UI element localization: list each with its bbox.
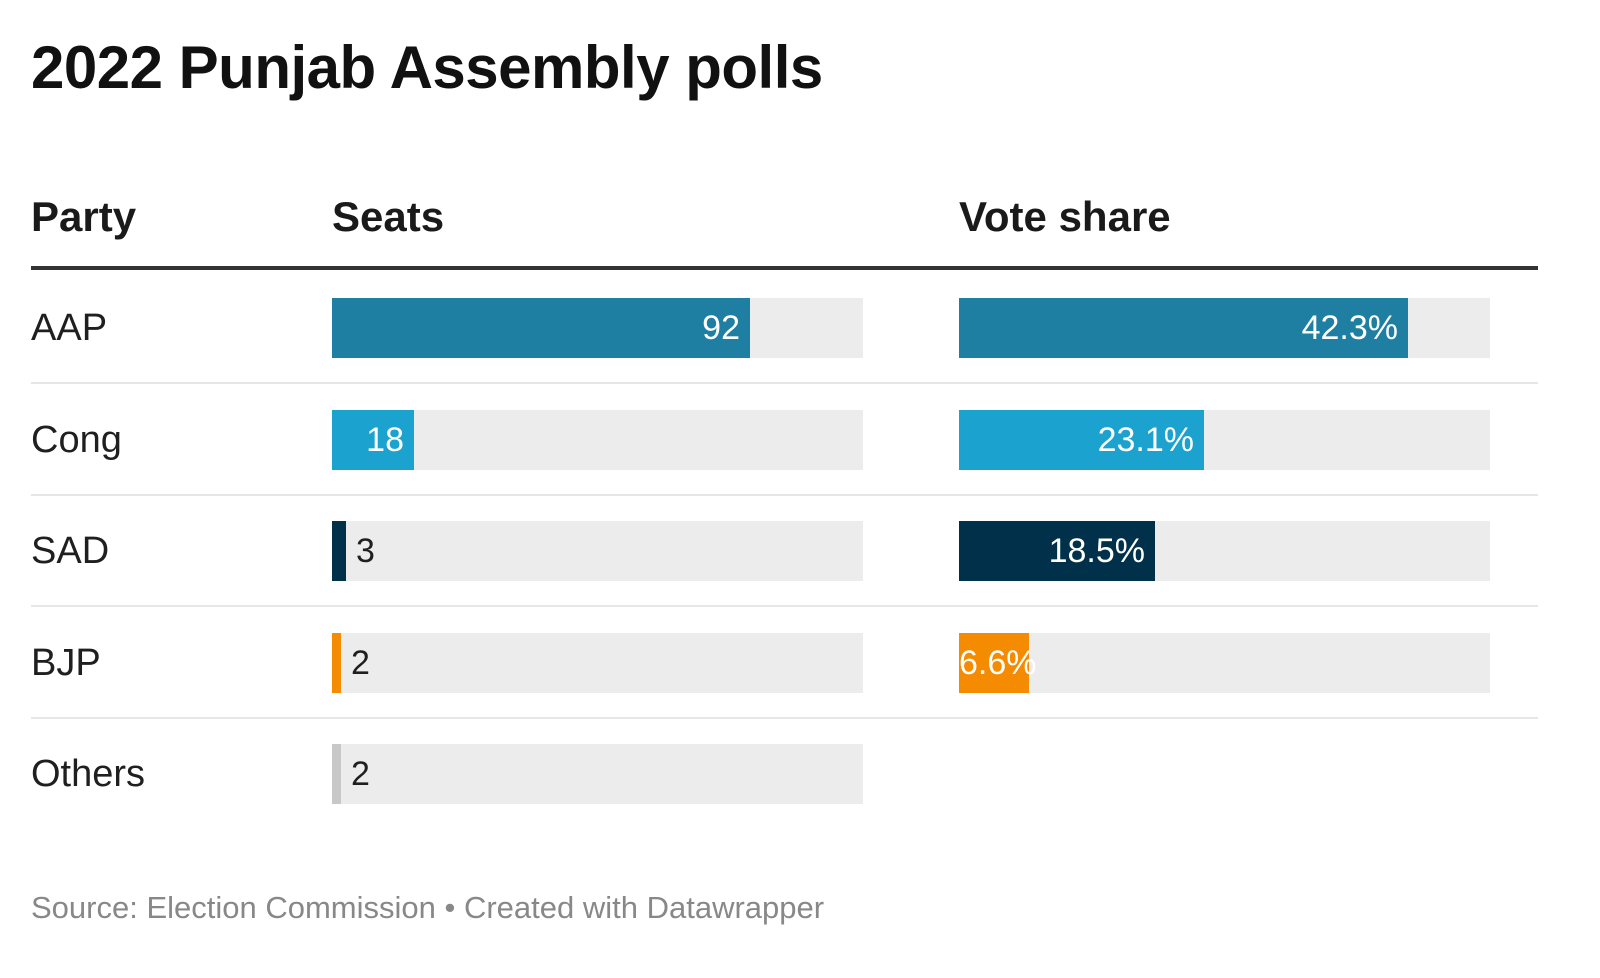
party-name: BJP	[31, 642, 101, 684]
seats-bar	[332, 298, 750, 358]
vote-share-bar	[959, 521, 1155, 581]
row-divider	[31, 494, 1538, 496]
seats-value-label: 18	[366, 421, 404, 459]
seats-value-label: 92	[702, 309, 740, 347]
source-footer: Source: Election Commission • Created wi…	[31, 890, 825, 925]
party-name: SAD	[31, 530, 110, 572]
seats-bar-track: 92	[332, 298, 863, 358]
vote-share-value-label: 6.6%	[959, 644, 1037, 682]
vote-share-bar-track: 6.6%	[959, 633, 1490, 693]
vote-share-bar	[959, 298, 1408, 358]
row-divider	[31, 382, 1538, 384]
seats-bar-track: 2	[332, 633, 863, 693]
seats-bar	[332, 744, 341, 804]
vote-share-bar-track: 23.1%	[959, 410, 1490, 470]
seats-bar-track: 3	[332, 521, 863, 581]
party-name: Others	[31, 753, 146, 795]
vote-share-bar-track: 18.5%	[959, 521, 1490, 581]
row-divider	[31, 717, 1538, 719]
vote-share-bar	[959, 633, 1029, 693]
column-header-seats: Seats	[332, 193, 445, 240]
vote-share-value-label: 23.1%	[1097, 421, 1194, 459]
vote-share-bar	[959, 410, 1204, 470]
table-row: Cong 18 23.1%	[0, 410, 1600, 522]
table-row: Others 2	[0, 744, 1600, 856]
table-row: BJP 2 6.6%	[0, 633, 1600, 745]
seats-bar-track: 18	[332, 410, 863, 470]
seats-value-label: 3	[356, 532, 375, 570]
column-header-party: Party	[31, 193, 137, 240]
vote-share-value-label: 42.3%	[1301, 309, 1398, 347]
party-name: Cong	[31, 419, 122, 461]
seats-value-label: 2	[351, 644, 370, 682]
seats-bar	[332, 521, 346, 581]
column-header-vote-share: Vote share	[959, 193, 1171, 240]
row-divider	[31, 605, 1538, 607]
party-name: AAP	[31, 307, 108, 349]
seats-bar	[332, 410, 414, 470]
table-row: SAD 3 18.5%	[0, 521, 1600, 633]
vote-share-value-label: 18.5%	[1048, 532, 1145, 570]
table-row: AAP 92 42.3%	[0, 298, 1600, 410]
seats-bar	[332, 633, 341, 693]
vote-share-bar-track: 42.3%	[959, 298, 1490, 358]
header-rule	[31, 266, 1538, 270]
seats-value-label: 2	[351, 755, 370, 793]
chart-title: 2022 Punjab Assembly polls	[31, 34, 823, 101]
seats-bar-track: 2	[332, 744, 863, 804]
